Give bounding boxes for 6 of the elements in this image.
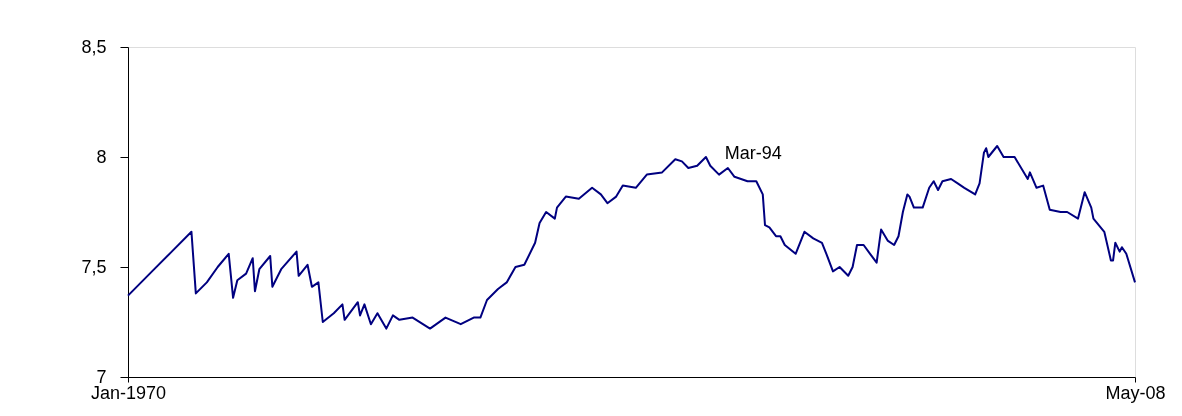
y-tick-label: 8,5 bbox=[81, 36, 107, 57]
x-tick-label: May-08 bbox=[1105, 382, 1166, 403]
line-series bbox=[127, 145, 1136, 330]
annotation: Mar-94 bbox=[724, 143, 782, 164]
y-tick-label: 7,5 bbox=[81, 256, 107, 277]
y-tick-label: 8 bbox=[96, 146, 107, 167]
